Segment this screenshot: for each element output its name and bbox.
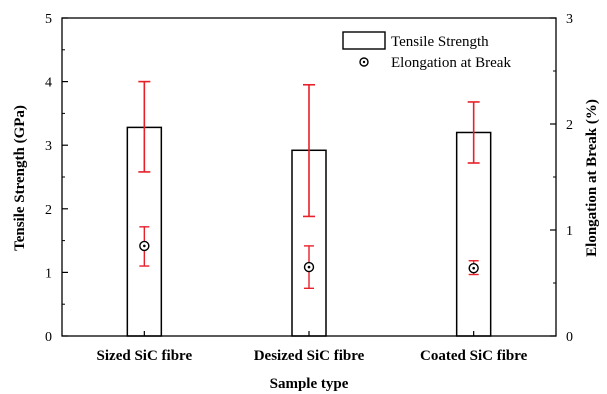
y-tick-label: 2: [45, 203, 52, 218]
legend-label-elongation: Elongation at Break: [391, 55, 511, 71]
tensile-strength-bars: [126, 80, 492, 337]
legend-bar-swatch: [342, 31, 386, 50]
elongation-markers: [139, 226, 479, 289]
legend: Tensile Strength Elongation at Break: [342, 31, 511, 71]
x-tick-label: Desized SiC fibre: [254, 348, 365, 364]
y-tick-label: 5: [45, 12, 52, 27]
legend-label-tensile-strength: Tensile Strength: [391, 34, 489, 50]
y2-tick-label: 0: [566, 330, 573, 345]
point-elongation-center: [307, 265, 311, 269]
y2-axis-label: Elongation at Break (%): [584, 99, 600, 257]
x-tick-label: Coated SiC fibre: [420, 348, 528, 364]
point-elongation-center: [472, 266, 475, 270]
right-axis-ticks: 0 1 2 3: [550, 12, 573, 345]
y-tick-label: 4: [45, 76, 52, 91]
legend-marker-dot: [362, 60, 366, 64]
y-tick-label: 1: [45, 266, 52, 281]
category-labels: Sized SiC fibre Desized SiC fibre Coated S…: [97, 331, 528, 364]
y2-tick-label: 1: [566, 224, 573, 239]
left-axis-ticks: 0 1 2 3 4 5: [45, 12, 68, 345]
x-tick-label: Sized SiC fibre: [97, 348, 193, 364]
y2-tick-label: 2: [566, 118, 573, 133]
x-axis-label: Sample type: [270, 376, 349, 392]
y-axis-label: Tensile Strength (GPa): [12, 105, 28, 251]
y-tick-label: 0: [45, 330, 52, 345]
y-tick-label: 3: [45, 139, 52, 154]
y2-tick-label: 3: [566, 12, 573, 27]
point-elongation-center: [143, 244, 146, 248]
